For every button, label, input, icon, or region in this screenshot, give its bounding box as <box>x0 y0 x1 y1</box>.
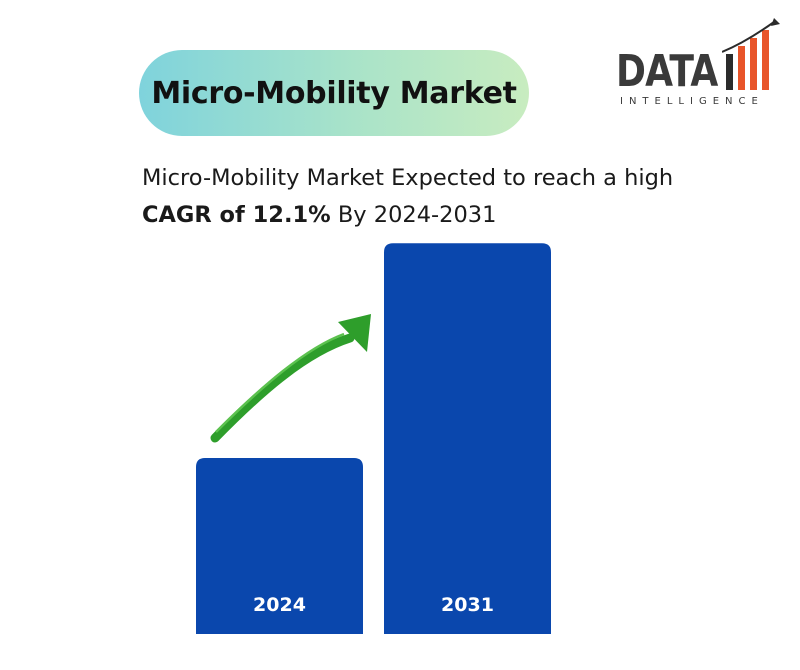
logo-swoosh <box>722 21 775 53</box>
trend-arrow-head <box>338 314 371 352</box>
logo-bar-4 <box>762 30 769 90</box>
bar-group: 2024 2031 <box>196 243 551 634</box>
headline: Micro-Mobility Market Expected to reach … <box>142 160 782 234</box>
company-logo: DATA INTELLIGENCE <box>612 18 784 110</box>
logo-bar-2 <box>738 46 745 90</box>
logo-bar-3 <box>750 38 757 90</box>
bar-2031 <box>384 243 551 634</box>
headline-line-1: Micro-Mobility Market Expected to reach … <box>142 165 674 191</box>
headline-period: By 2024-2031 <box>330 202 497 228</box>
bar-label-2024: 2024 <box>253 594 306 616</box>
title-pill: Micro-Mobility Market <box>139 50 529 136</box>
logo-bar-1 <box>726 54 733 90</box>
trend-arrow-highlight <box>215 332 345 433</box>
headline-line-2: CAGR of 12.1% By 2024-2031 <box>142 197 782 234</box>
page-title: Micro-Mobility Market <box>151 75 517 111</box>
logo-tagline: INTELLIGENCE <box>620 96 764 107</box>
logo-swoosh-tip <box>771 18 780 26</box>
trend-arrow-shaft <box>210 333 355 443</box>
trend-arrow-icon <box>210 314 371 443</box>
headline-cagr: CAGR of 12.1% <box>142 202 331 228</box>
bar-label-2031: 2031 <box>441 594 494 616</box>
bar-2024 <box>196 458 363 634</box>
logo-bars-icon <box>722 18 780 90</box>
logo-word: DATA <box>616 46 718 97</box>
